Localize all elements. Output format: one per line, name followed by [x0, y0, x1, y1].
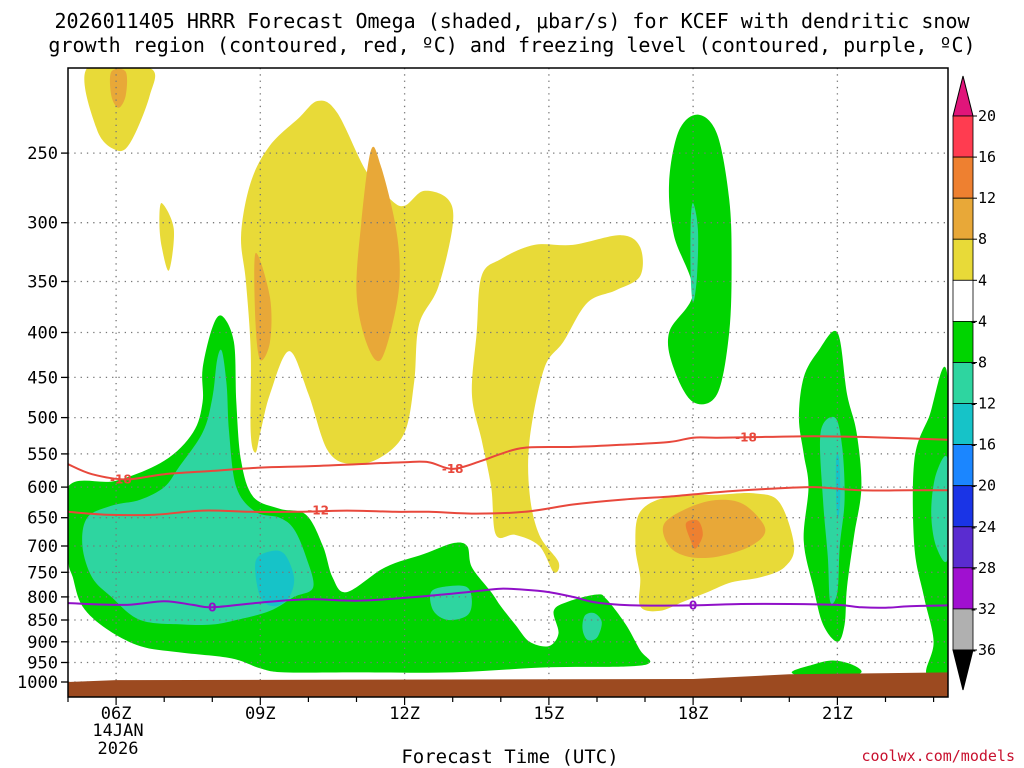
omega-region-3 — [159, 203, 175, 271]
credit-text[interactable]: coolwx.com/models — [861, 747, 1015, 765]
colorbar-swatch-3 — [952, 197, 974, 240]
colorbar-label-12: -28 — [969, 559, 996, 577]
chart-title-line2: growth region (contoured, red, ºC) and f… — [48, 33, 975, 57]
colorbar: 20 16 12 8 4 -4 -8 -12 -16 -20 -24 -28 -32 -36 — [952, 75, 996, 691]
omega-region-19 — [931, 455, 948, 563]
y-tick-label-500: 500 — [27, 409, 58, 429]
y-tick-label-600: 600 — [27, 478, 58, 498]
omega-region-1 — [84, 68, 156, 152]
colorbar-swatch-1 — [952, 115, 974, 158]
y-tick-label-950: 950 — [27, 654, 58, 674]
contour-label-1-2: -18 — [442, 462, 464, 476]
x-tick-label-18Z: 18Z — [678, 704, 709, 724]
colorbar-bottom-triangle — [952, 649, 974, 691]
y-tick-label-550: 550 — [27, 445, 58, 465]
contour-line-1 — [68, 435, 948, 481]
contour-line-2 — [68, 486, 948, 517]
x-tick-label-06Z: 06Z — [101, 704, 132, 724]
y-tick-label-700: 700 — [27, 537, 58, 557]
date-label-day: 14JAN — [92, 721, 143, 741]
omega-region-2 — [109, 68, 128, 108]
colorbar-label-4: 8 — [978, 230, 987, 248]
chart-title-line1: 2026011405 HRRR Forecast Omega (shaded, … — [54, 9, 970, 33]
y-tick-label-900: 900 — [27, 633, 58, 653]
colorbar-top-triangle — [952, 75, 974, 117]
omega-region-12 — [255, 550, 295, 607]
omega-shading — [68, 68, 948, 697]
omega-region-8 — [667, 114, 732, 405]
contour-label-2-1: -12 — [307, 504, 329, 518]
colorbar-label-10: -20 — [969, 477, 996, 495]
y-tick-label-650: 650 — [27, 509, 58, 529]
contour-label-1-1: -18 — [110, 472, 132, 486]
y-tick-label-250: 250 — [27, 144, 58, 164]
contour-label-3-1: 0 — [208, 600, 216, 614]
y-tick-label-800: 800 — [27, 588, 58, 608]
contour-lines: -18 -18 -18 -12 0 0 — [68, 431, 948, 614]
omega-region-11 — [82, 349, 314, 626]
colorbar-label-11: -24 — [969, 518, 996, 536]
x-axis: 06Z 09Z 12Z 15Z 18Z 21Z — [67, 697, 935, 724]
colorbar-label-3: 12 — [978, 189, 996, 207]
omega-region-4 — [240, 100, 454, 465]
colorbar-swatch-4 — [952, 238, 974, 281]
ground-layer — [68, 672, 948, 697]
plot-area: -18 -18 -18 -12 0 0 — [67, 67, 949, 698]
y-tick-label-350: 350 — [27, 273, 58, 293]
colorbar-label-6: -4 — [969, 312, 987, 330]
omega-region-9 — [690, 203, 699, 303]
plot-frame — [67, 67, 949, 698]
omega-region-14 — [582, 612, 602, 641]
y-axis: 2503003504004505005506006507007508008509… — [17, 144, 68, 693]
y-tick-label-300: 300 — [27, 214, 58, 234]
y-tick-label-750: 750 — [27, 563, 58, 583]
colorbar-label-2: 16 — [978, 148, 996, 166]
x-tick-label-21Z: 21Z — [822, 704, 853, 724]
colorbar-label-14: -36 — [969, 641, 996, 659]
y-tick-label-1000: 1000 — [17, 673, 58, 693]
contour-line-3 — [68, 587, 948, 609]
omega-region-18 — [912, 366, 948, 697]
contour-label-1-3: -18 — [735, 431, 757, 445]
y-tick-label-850: 850 — [27, 611, 58, 631]
date-label-year: 2026 — [98, 739, 139, 759]
omega-region-5 — [356, 146, 400, 362]
colorbar-swatch-2 — [952, 156, 974, 199]
colorbar-label-7: -8 — [969, 354, 987, 372]
ground-surface — [68, 672, 948, 697]
colorbar-label-5: 4 — [978, 271, 987, 289]
contour-label-3-2: 0 — [689, 598, 697, 612]
omega-region-6 — [254, 252, 272, 361]
x-tick-label-15Z: 15Z — [534, 704, 565, 724]
omega-region-17 — [835, 453, 841, 519]
x-axis-label: Forecast Time (UTC) — [401, 746, 618, 768]
omega-region-23 — [685, 519, 703, 549]
y-tick-label-400: 400 — [27, 324, 58, 344]
y-tick-label-450: 450 — [27, 368, 58, 388]
colorbar-label-1: 20 — [978, 107, 996, 125]
colorbar-label-9: -16 — [969, 436, 996, 454]
omega-region-22 — [662, 499, 766, 559]
colorbar-label-13: -32 — [969, 600, 996, 618]
x-tick-label-09Z: 09Z — [245, 704, 276, 724]
x-tick-label-12Z: 12Z — [389, 704, 420, 724]
omega-region-7 — [471, 235, 643, 573]
colorbar-label-8: -12 — [969, 395, 996, 413]
